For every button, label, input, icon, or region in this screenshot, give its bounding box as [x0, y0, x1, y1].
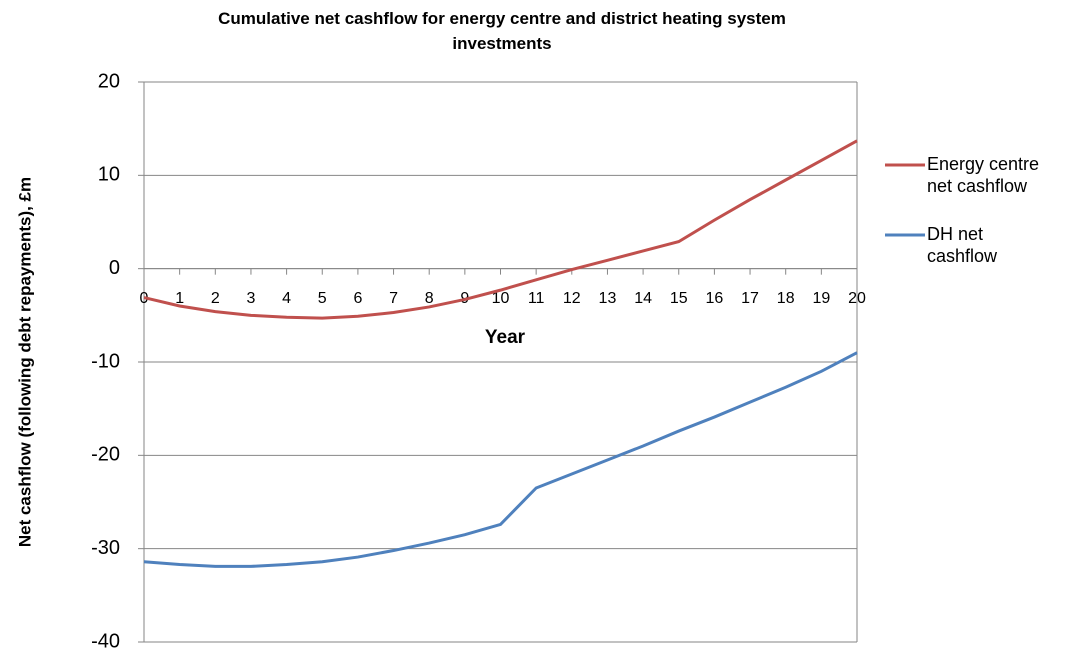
- x-tick-label: 5: [318, 290, 327, 307]
- x-tick-label: 15: [670, 290, 688, 307]
- legend-label: Energy centre net cashflow: [927, 154, 1039, 196]
- x-tick-label: 10: [492, 290, 510, 307]
- x-tick-label: 14: [634, 290, 652, 307]
- y-tick-label: -10: [91, 350, 120, 372]
- x-tick-label: 4: [282, 290, 291, 307]
- x-tick-label: 19: [812, 290, 830, 307]
- x-tick-label: 3: [246, 290, 255, 307]
- y-tick-label: 0: [109, 257, 120, 279]
- chart-title: Cumulative net cashflow for energy centr…: [218, 9, 786, 53]
- x-tick-label: 8: [425, 290, 434, 307]
- x-tick-label: 12: [563, 290, 581, 307]
- x-axis-label: Year: [485, 327, 526, 348]
- y-tick-label: 10: [98, 164, 120, 186]
- y-tick-label: 20: [98, 70, 120, 92]
- y-tick-label: -30: [91, 537, 120, 559]
- x-tick-label: 18: [777, 290, 795, 307]
- x-tick-label: 1: [175, 290, 184, 307]
- legend-label: DH net cashflow: [927, 224, 998, 266]
- x-tick-label: 7: [389, 290, 398, 307]
- x-tick-label: 2: [211, 290, 220, 307]
- series-line: [143, 139, 858, 320]
- x-tick-label: 13: [599, 290, 617, 307]
- x-tick-label: 6: [353, 290, 362, 307]
- y-tick-label: -40: [91, 630, 120, 652]
- series-line: [143, 351, 858, 568]
- y-axis-label: Net cashflow (following debt repayments)…: [15, 177, 34, 547]
- x-tick-label: 11: [528, 290, 545, 307]
- x-tick-label: 20: [848, 290, 866, 307]
- x-tick-label: 17: [741, 290, 759, 307]
- x-tick-label: 16: [706, 290, 724, 307]
- y-tick-label: -20: [91, 444, 120, 466]
